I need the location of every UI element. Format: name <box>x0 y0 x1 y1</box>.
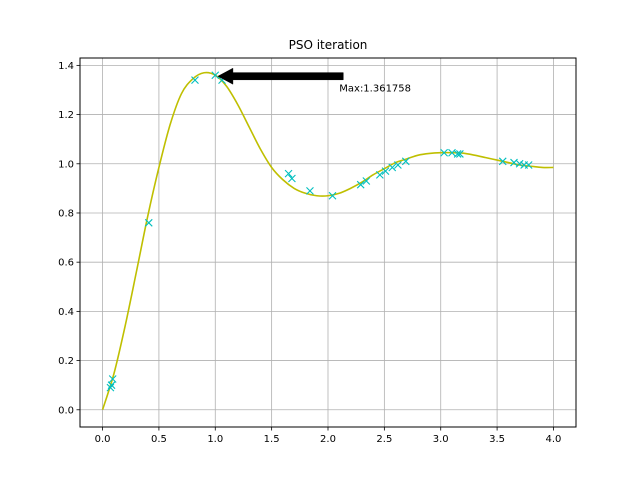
particle-marker <box>440 148 448 157</box>
particle-marker <box>328 191 337 200</box>
y-tick-label: 1.4 <box>58 61 74 72</box>
x-axis-ticks: 0.0 0.5 1.0 1.5 2.0 2.5 3.0 3.5 4.0 <box>95 427 562 445</box>
particle-marker <box>394 161 402 169</box>
y-tick-label: 0.0 <box>58 405 74 416</box>
particle-marker <box>191 76 199 85</box>
function-curve <box>101 71 554 411</box>
particle-marker <box>211 71 220 80</box>
particle-marker <box>453 150 462 158</box>
x-tick-label: 0.5 <box>151 434 167 445</box>
x-tick-label: 0.0 <box>95 434 111 445</box>
particle-marker <box>144 218 153 227</box>
y-tick-label: 0.4 <box>58 307 74 318</box>
y-tick-label: 0.2 <box>58 356 74 367</box>
particle-marker <box>515 159 524 168</box>
particle-marker <box>524 161 533 169</box>
particle-marker <box>306 186 314 195</box>
curve-layer <box>101 71 554 411</box>
particle-marker <box>401 157 410 166</box>
particle-marker <box>498 157 507 166</box>
y-tick-label: 0.8 <box>58 208 74 219</box>
max-arrow <box>217 67 344 85</box>
particle-marker <box>288 174 296 183</box>
particle-marker <box>362 177 371 185</box>
y-tick-label: 1.0 <box>58 159 74 170</box>
particle-marker <box>375 170 384 179</box>
particle-marker <box>456 150 464 158</box>
particle-marker <box>106 383 115 392</box>
particle-marker <box>107 381 116 390</box>
particle-marker <box>284 169 293 178</box>
particle-marker <box>381 167 390 176</box>
y-axis-ticks: 0.0 0.2 0.4 0.6 0.8 1.0 1.2 1.4 <box>58 61 80 416</box>
particles-layer <box>106 71 533 392</box>
y-tick-label: 1.2 <box>58 110 74 121</box>
particle-marker <box>108 375 117 383</box>
x-tick-label: 1.5 <box>264 434 280 445</box>
x-tick-label: 3.0 <box>433 434 449 445</box>
grid <box>80 58 576 427</box>
x-tick-label: 3.5 <box>489 434 505 445</box>
x-tick-label: 4.0 <box>546 434 562 445</box>
x-tick-label: 2.0 <box>320 434 336 445</box>
y-tick-label: 0.6 <box>58 258 74 269</box>
particle-marker <box>356 180 365 189</box>
x-tick-label: 2.5 <box>376 434 392 445</box>
particle-marker <box>388 163 397 172</box>
max-annotation-text: Max:1.361758 <box>339 84 411 95</box>
annotation-layer: Max:1.361758 <box>217 67 411 95</box>
x-tick-label: 1.0 <box>207 434 223 445</box>
chart-title: PSO iteration <box>289 38 368 52</box>
